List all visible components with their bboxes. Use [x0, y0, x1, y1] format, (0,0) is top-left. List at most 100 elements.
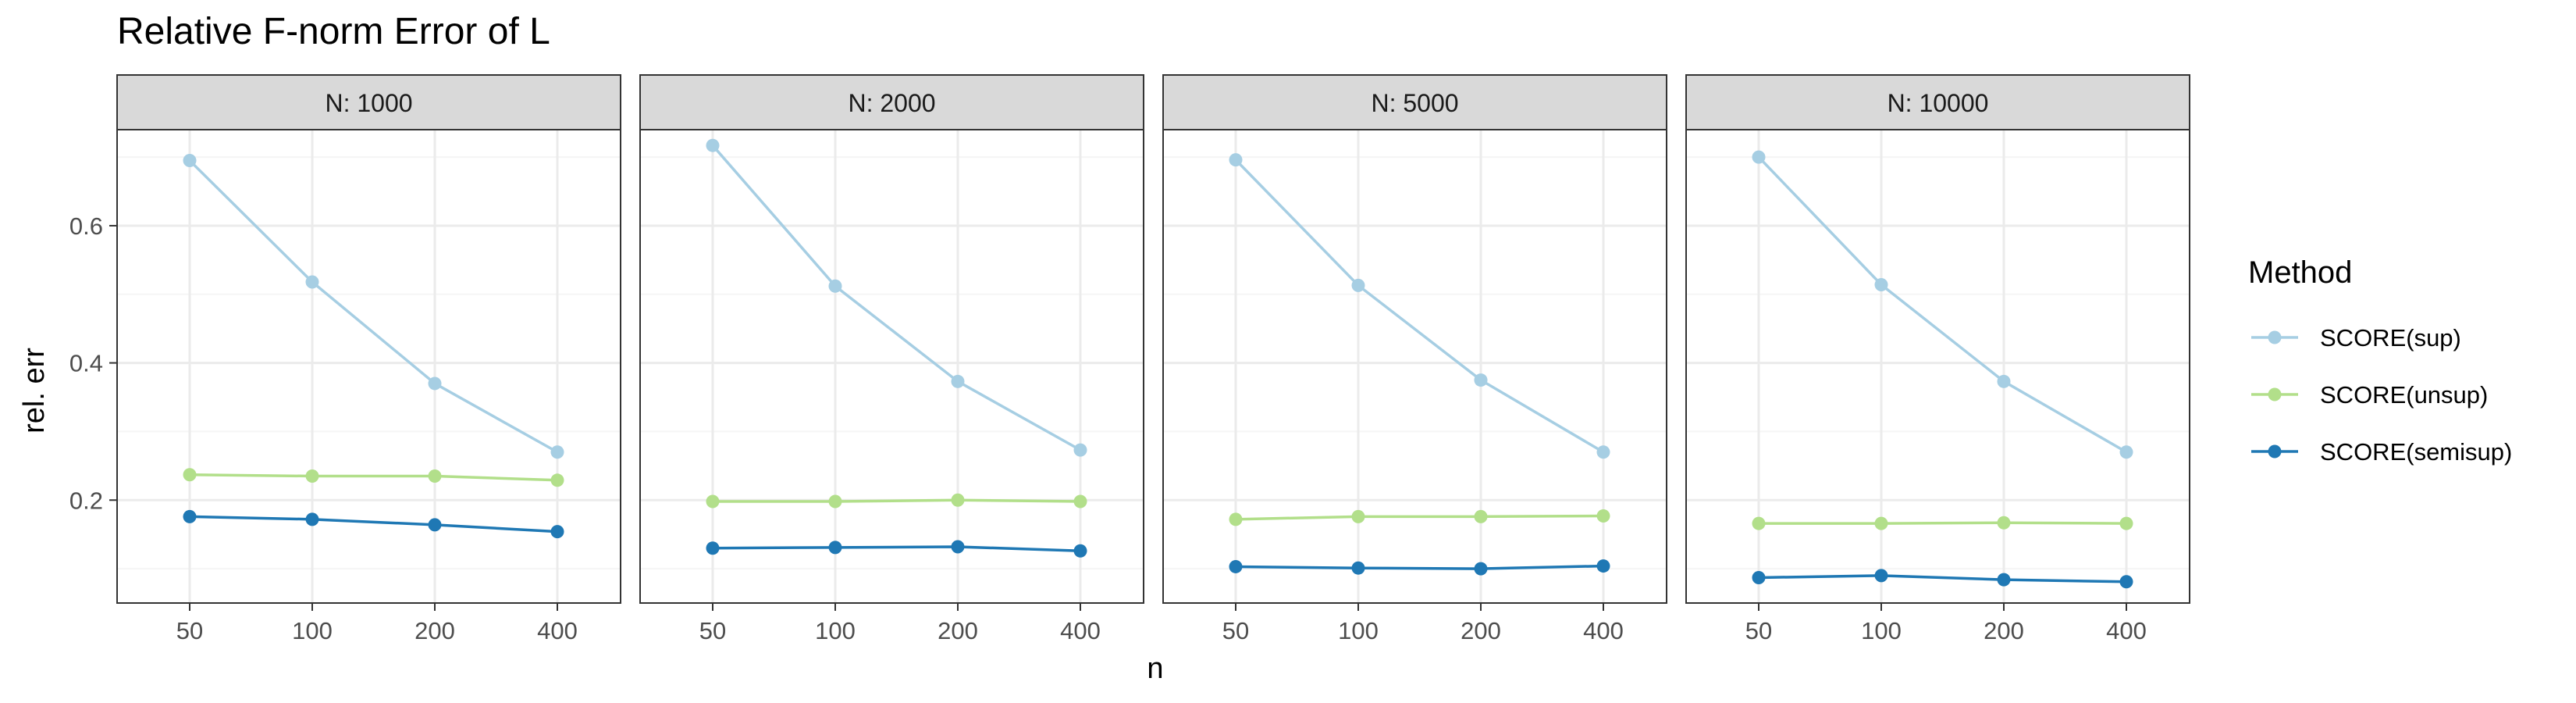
x-tick-label: 200: [415, 617, 455, 644]
data-point: [2119, 445, 2133, 459]
series-SCORE(unsup): [1752, 516, 2133, 530]
data-point: [1752, 516, 1766, 530]
series-line: [1235, 564, 1604, 570]
data-point: [550, 473, 564, 487]
data-point: [183, 509, 197, 523]
x-tick-label: 100: [1338, 617, 1379, 644]
data-point: [828, 279, 842, 293]
facet-panel-3: N: 5000 50 100 200 400: [1162, 74, 1667, 644]
data-point: [305, 512, 319, 526]
x-tick-label: 100: [292, 617, 333, 644]
data-point: [1997, 573, 2011, 587]
x-tick-label: 100: [815, 617, 856, 644]
facet-strip-label: N: 2000: [848, 89, 935, 117]
series-line: [712, 545, 1081, 553]
y-tick-label: 0.4: [69, 350, 103, 377]
series-SCORE(sup): [183, 154, 564, 459]
facet-strip-label: N: 1000: [325, 89, 412, 117]
x-tick-label: 50: [176, 617, 203, 644]
facet-strip-label: N: 10000: [1888, 89, 1989, 117]
series-line: [1758, 574, 2127, 583]
facet-strip-label: N: 5000: [1371, 89, 1458, 117]
legend: Method SCORE(sup) SCORE(unsup) SCORE(semisu…: [2248, 255, 2512, 466]
data-point: [1073, 494, 1087, 509]
data-point: [828, 494, 842, 509]
facet-panels: N: 1000 50 100 200 400 0.2 0.4 0.6 N: 2000 50 100 2…: [69, 74, 2190, 644]
legend-label: SCORE(sup): [2320, 324, 2461, 352]
series-line: [711, 145, 1081, 451]
legend-entry: SCORE(unsup): [2251, 381, 2488, 409]
data-point: [550, 525, 564, 539]
x-axis-label: n: [1147, 652, 1163, 685]
legend-key-point: [2268, 444, 2282, 459]
legend-key-point: [2268, 330, 2282, 344]
series-SCORE(unsup): [1229, 509, 1610, 526]
x-tick-label: 400: [1060, 617, 1101, 644]
facet-panel-4: N: 10000 50 100 200 400: [1685, 74, 2190, 644]
data-point: [1596, 559, 1610, 573]
series-line: [713, 498, 1081, 503]
series-line: [1757, 155, 2127, 454]
series-SCORE(semisup): [1229, 559, 1610, 576]
data-point: [706, 138, 720, 152]
series-SCORE(semisup): [183, 509, 564, 539]
x-tick-label: 400: [1583, 617, 1624, 644]
data-point: [1997, 516, 2011, 530]
legend-entry: SCORE(sup): [2251, 324, 2461, 352]
facet-panel-1: N: 1000 50 100 200 400 0.2 0.4 0.6: [69, 74, 621, 644]
data-point: [550, 445, 564, 459]
data-point: [1874, 277, 1888, 291]
x-tick-label: 200: [938, 617, 978, 644]
series-line: [1235, 514, 1604, 521]
data-point: [1229, 512, 1243, 526]
series-line: [1234, 159, 1604, 454]
data-point: [1351, 278, 1365, 292]
data-point: [1874, 569, 1888, 583]
legend-entry: SCORE(semisup): [2251, 438, 2512, 466]
panel-background: [1163, 130, 1667, 603]
panel-background: [1686, 130, 2190, 603]
series-SCORE(sup): [706, 138, 1087, 457]
legend-label: SCORE(semisup): [2320, 438, 2512, 466]
x-tick-label: 50: [1222, 617, 1249, 644]
y-tick-label: 0.6: [69, 212, 103, 240]
x-tick-label: 100: [1861, 617, 1902, 644]
legend-key-point: [2268, 387, 2282, 401]
facet-strip: [639, 74, 1144, 130]
data-point: [1474, 373, 1488, 387]
data-point: [1073, 544, 1087, 558]
series-SCORE(semisup): [1752, 569, 2133, 589]
series-SCORE(unsup): [183, 468, 564, 487]
legend-label: SCORE(unsup): [2320, 381, 2488, 409]
panel-background: [640, 130, 1144, 603]
data-point: [706, 494, 720, 509]
data-point: [706, 541, 720, 555]
data-point: [951, 540, 965, 554]
data-point: [1474, 562, 1488, 576]
facet-strip: [1685, 74, 2190, 130]
chart-title: Relative F-norm Error of L: [117, 11, 550, 52]
x-tick-label: 400: [537, 617, 578, 644]
x-tick-label: 50: [699, 617, 726, 644]
data-point: [1874, 516, 1888, 530]
series-SCORE(sup): [1229, 153, 1610, 459]
data-point: [1997, 374, 2011, 388]
data-point: [428, 376, 442, 391]
data-point: [305, 469, 319, 484]
facet-strip: [1162, 74, 1667, 130]
data-point: [1752, 571, 1766, 585]
data-point: [183, 154, 197, 168]
data-point: [1351, 509, 1365, 523]
series-line: [188, 159, 558, 454]
data-point: [828, 541, 842, 555]
data-point: [1229, 559, 1243, 573]
data-point: [2119, 516, 2133, 530]
data-point: [428, 518, 442, 532]
data-point: [951, 493, 965, 507]
x-tick-label: 200: [1461, 617, 1501, 644]
panel-background: [117, 130, 621, 603]
facet-panel-2: N: 2000 50 100 200 400: [639, 74, 1144, 644]
data-point: [1474, 509, 1488, 523]
series-line: [189, 515, 558, 533]
